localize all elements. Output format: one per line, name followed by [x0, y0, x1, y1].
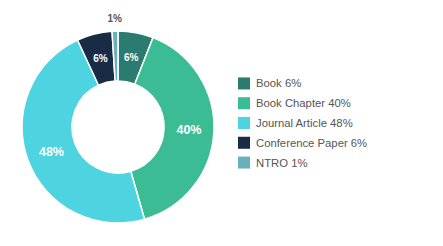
- legend-label: NTRO 1%: [256, 157, 307, 169]
- legend-swatch: [238, 77, 250, 89]
- chart: 6% 40% 48% 6% 1% Book 6% Book Chapter 40% Journ…: [0, 0, 443, 246]
- legend-swatch: [238, 97, 250, 109]
- legend-label: Conference Paper 6%: [256, 137, 367, 149]
- slice: [22, 40, 145, 223]
- legend-item: Book Chapter 40%: [238, 97, 351, 109]
- slice: [78, 31, 116, 85]
- data-label: 1%: [107, 13, 122, 24]
- legend-swatch: [238, 137, 250, 149]
- slice: [112, 31, 118, 81]
- legend-item: NTRO 1%: [238, 157, 307, 169]
- legend-item: Journal Article 48%: [238, 117, 353, 129]
- legend-label: Book Chapter 40%: [256, 97, 351, 109]
- data-label: 6%: [93, 53, 108, 64]
- legend-swatch: [238, 157, 250, 169]
- data-label: 40%: [176, 123, 201, 137]
- legend-item: Conference Paper 6%: [238, 137, 367, 149]
- data-label: 48%: [39, 145, 64, 159]
- data-label: 6%: [124, 52, 139, 63]
- legend-item: Book 6%: [238, 77, 301, 89]
- data-labels: 6% 40% 48% 6% 1%: [39, 13, 202, 159]
- legend-swatch: [238, 117, 250, 129]
- legend: Book 6% Book Chapter 40% Journal Article 4…: [238, 77, 367, 168]
- legend-label: Book 6%: [256, 77, 301, 89]
- legend-label: Journal Article 48%: [256, 117, 353, 129]
- donut: [22, 31, 214, 223]
- slice: [131, 38, 214, 220]
